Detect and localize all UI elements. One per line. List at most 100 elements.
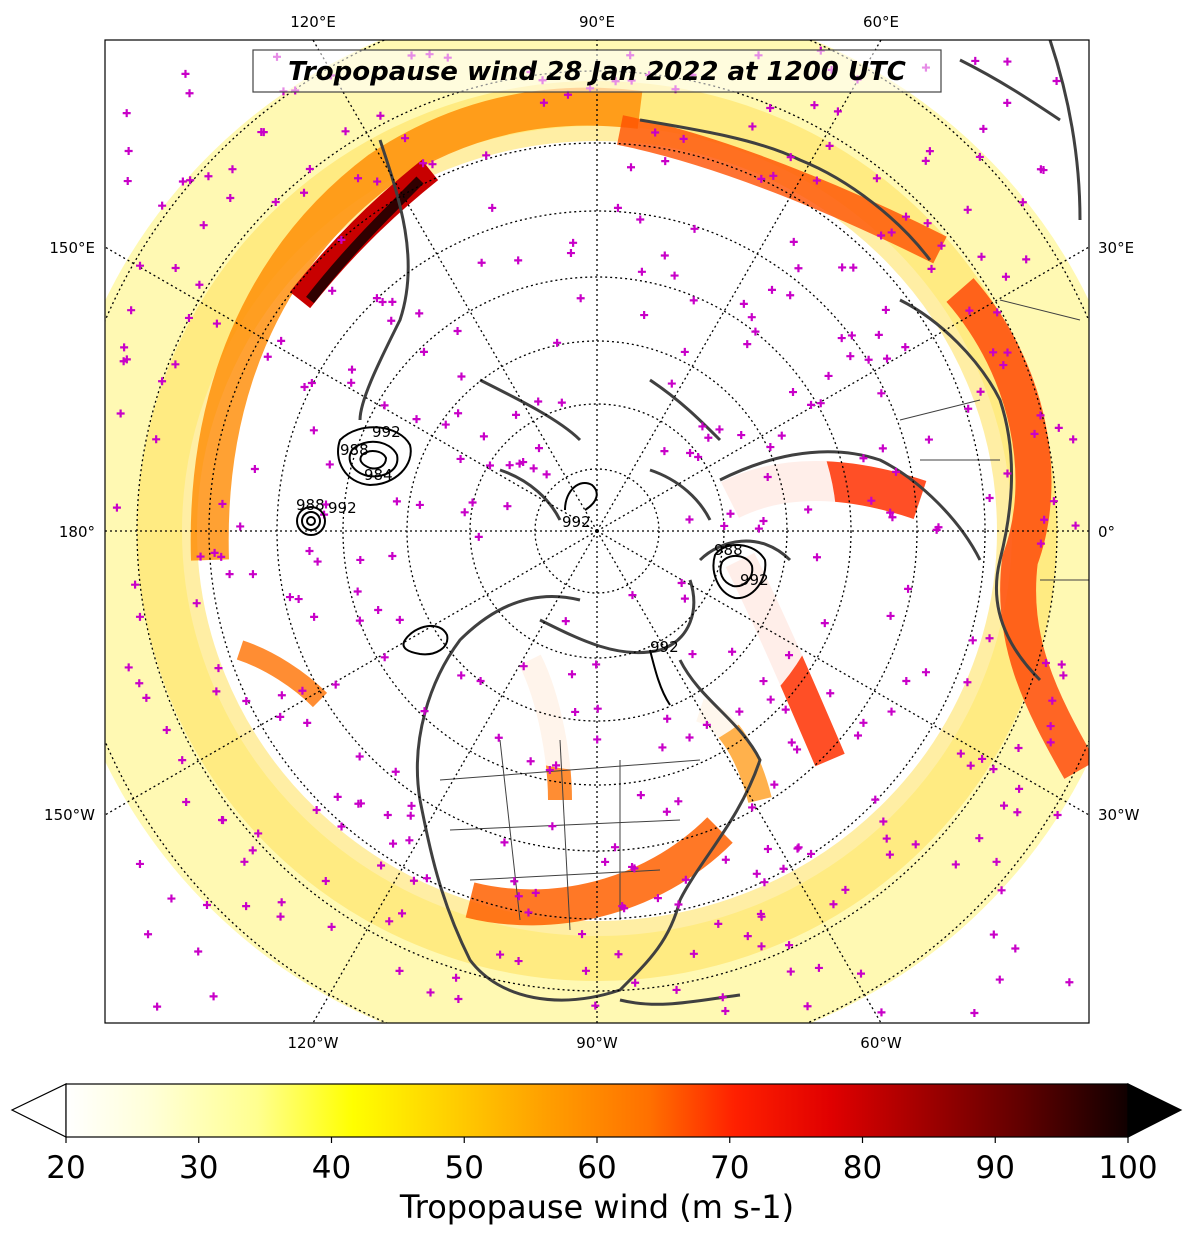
station-marker xyxy=(482,151,491,160)
station-marker xyxy=(680,594,689,603)
station-marker xyxy=(689,296,698,305)
station-marker xyxy=(882,834,891,843)
colorbar-label: Tropopause wind (m s-1) xyxy=(399,1188,794,1226)
station-marker xyxy=(294,595,303,604)
station-marker xyxy=(1013,808,1022,817)
station-marker xyxy=(636,215,645,224)
station-marker xyxy=(718,993,727,1002)
station-marker xyxy=(452,973,461,982)
station-marker xyxy=(178,177,187,186)
station-marker xyxy=(1046,722,1055,731)
colorbar-tick-label: 80 xyxy=(843,1150,882,1186)
station-marker xyxy=(891,467,900,476)
station-marker xyxy=(694,452,703,461)
station-marker xyxy=(789,388,798,397)
station-marker xyxy=(514,957,523,966)
station-marker xyxy=(794,264,803,273)
station-marker xyxy=(757,174,766,183)
colorbar-gradient xyxy=(65,1083,1129,1138)
contour-label: 984 xyxy=(364,466,393,484)
station-marker xyxy=(721,855,730,864)
station-marker xyxy=(353,587,362,596)
station-marker xyxy=(726,509,735,518)
lon-label-right: 30°W xyxy=(1098,806,1140,824)
station-marker xyxy=(766,695,775,704)
station-marker xyxy=(841,885,850,894)
station-marker xyxy=(902,676,911,685)
station-marker xyxy=(660,447,669,456)
station-marker xyxy=(785,941,794,950)
lon-label-top: 60°E xyxy=(863,13,899,31)
station-marker xyxy=(257,128,266,137)
station-marker xyxy=(240,857,249,866)
station-marker xyxy=(786,967,795,976)
station-marker xyxy=(271,197,280,206)
station-marker xyxy=(807,849,816,858)
station-marker xyxy=(976,387,985,396)
station-marker xyxy=(377,861,386,870)
colorbar-tick-label: 90 xyxy=(976,1150,1015,1186)
station-marker xyxy=(720,521,729,530)
station-marker xyxy=(545,766,554,775)
station-marker xyxy=(341,127,350,136)
station-marker xyxy=(1048,696,1057,705)
station-marker xyxy=(184,313,193,322)
station-marker xyxy=(1030,429,1039,438)
map-panel: 992 988 984 992 988 992 992 988 992 xyxy=(105,40,1089,1023)
station-marker xyxy=(327,922,336,931)
station-marker xyxy=(977,252,986,261)
station-marker xyxy=(877,1008,886,1017)
station-marker xyxy=(921,156,930,165)
station-marker xyxy=(1054,423,1063,432)
station-marker xyxy=(192,599,201,608)
station-marker xyxy=(510,877,519,886)
station-marker xyxy=(419,159,428,168)
contour-label: 988 xyxy=(714,541,743,559)
station-marker xyxy=(566,249,575,258)
station-marker xyxy=(124,146,133,155)
station-marker xyxy=(212,319,221,328)
station-marker xyxy=(1065,978,1074,987)
station-marker xyxy=(153,1002,162,1011)
station-marker xyxy=(924,435,933,444)
station-marker xyxy=(979,124,988,133)
station-marker xyxy=(1052,77,1061,86)
station-marker xyxy=(242,697,251,706)
station-marker xyxy=(534,397,543,406)
station-marker xyxy=(135,679,144,688)
station-marker xyxy=(409,876,418,885)
station-marker xyxy=(826,689,835,698)
station-marker xyxy=(702,720,711,729)
station-marker xyxy=(923,219,932,228)
station-marker xyxy=(569,238,578,247)
station-marker xyxy=(277,898,286,907)
station-marker xyxy=(392,497,401,506)
station-marker xyxy=(837,334,846,343)
station-marker xyxy=(769,171,778,180)
station-marker xyxy=(457,372,466,381)
station-marker xyxy=(601,857,610,866)
station-markers xyxy=(112,46,1080,1017)
station-marker xyxy=(999,361,1008,370)
station-marker xyxy=(824,371,833,380)
station-marker xyxy=(1041,658,1050,667)
station-marker xyxy=(779,864,788,873)
station-marker xyxy=(748,803,757,812)
station-marker xyxy=(505,461,514,470)
station-marker xyxy=(902,212,911,221)
station-marker xyxy=(663,714,672,723)
pressure-contours xyxy=(296,426,767,706)
station-marker xyxy=(385,917,394,926)
station-marker xyxy=(1036,411,1045,420)
station-marker xyxy=(660,251,669,260)
station-marker xyxy=(519,458,528,467)
station-marker xyxy=(347,378,356,387)
station-marker xyxy=(593,735,602,744)
title-box xyxy=(252,49,942,93)
station-marker xyxy=(829,900,838,909)
station-marker xyxy=(135,612,144,621)
station-marker xyxy=(529,464,538,473)
station-marker xyxy=(553,338,562,347)
station-marker xyxy=(488,203,497,212)
station-marker xyxy=(217,552,226,561)
